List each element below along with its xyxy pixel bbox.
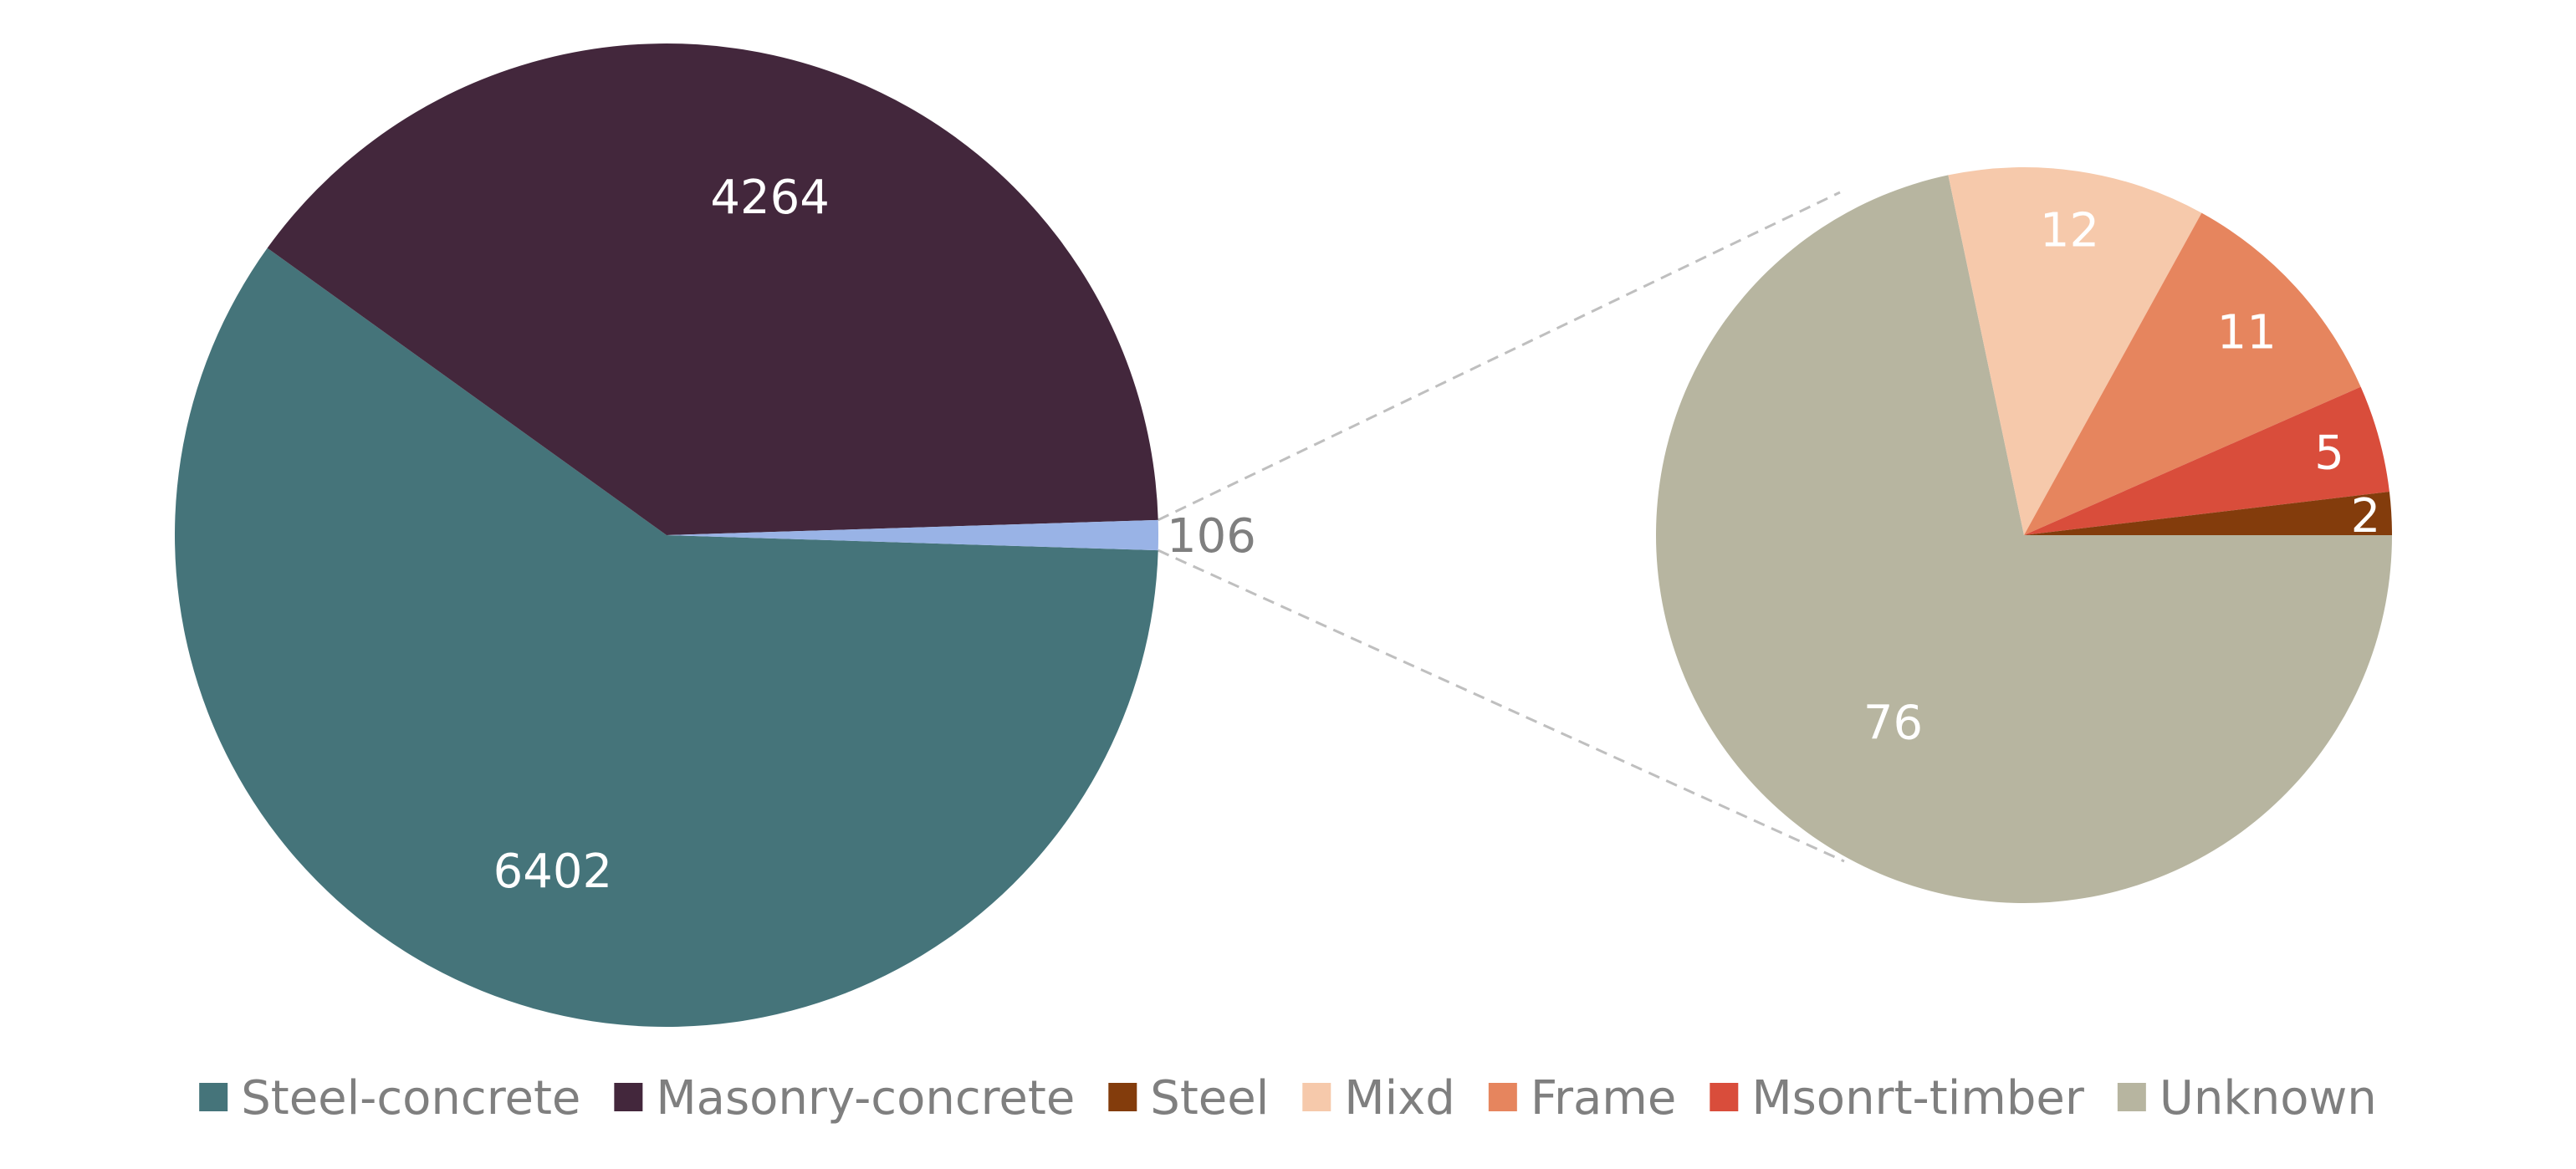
legend-swatch-steel-concrete: [199, 1083, 228, 1111]
legend-label-masonry-concrete: Masonry-concrete: [656, 1071, 1075, 1126]
secondary-label-frame: 11: [2217, 305, 2277, 360]
legend-label-steel: Steel: [1150, 1071, 1269, 1126]
main-pie: [174, 43, 1158, 1028]
main-slice-masonry-concrete: [267, 43, 1158, 535]
secondary-slice-msonrt-timber: [2024, 386, 2389, 535]
legend-label-frame: Frame: [1531, 1071, 1676, 1126]
secondary-pie: [1655, 166, 2392, 903]
legend-item-steel: Steel: [1108, 1071, 1269, 1126]
connector-lines: [1158, 191, 1845, 863]
legend-swatch-steel: [1108, 1083, 1137, 1111]
main-slice-steel-concrete: [174, 248, 1158, 1028]
secondary-label-steel: 2: [2351, 489, 2381, 544]
legend-item-steel-concrete: Steel-concrete: [199, 1071, 580, 1126]
legend-item-mixd: Mixd: [1302, 1071, 1455, 1126]
connector-line-bottom: [1158, 549, 1845, 863]
legend-label-steel-concrete: Steel-concrete: [241, 1071, 580, 1126]
data-labels: 6402 4264 106 76 12 11 52: [493, 171, 2381, 899]
secondary-label-mixd: 12: [2040, 203, 2099, 258]
legend-swatch-unknown: [2117, 1083, 2146, 1111]
connector-line-top: [1158, 191, 1841, 522]
legend-label-mixd: Mixd: [1344, 1071, 1455, 1126]
legend-swatch-masonry-concrete: [614, 1083, 643, 1111]
legend-label-unknown: Unknown: [2159, 1071, 2377, 1126]
main-label-steel-concrete: 6402: [493, 845, 613, 899]
secondary-label-unknown: 76: [1863, 696, 1923, 750]
secondary-slice-steel: [2024, 491, 2392, 535]
main-label-other: 106: [1167, 509, 1256, 564]
legend-item-masonry-concrete: Masonry-concrete: [614, 1071, 1075, 1126]
secondary-slice-frame: [2024, 212, 2361, 535]
legend: Steel-concrete Masonry-concrete Steel Mixd F…: [199, 1071, 2377, 1126]
secondary-slice-unknown: [1655, 175, 2392, 903]
secondary-slice-mixd: [1948, 166, 2202, 535]
legend-item-msonrt-timber: Msonrt-timber: [1710, 1071, 2085, 1126]
legend-swatch-msonrt-timber: [1710, 1083, 1739, 1111]
main-slice-other: [667, 519, 1158, 551]
legend-swatch-mixd: [1302, 1083, 1331, 1111]
legend-item-unknown: Unknown: [2117, 1071, 2377, 1126]
secondary-label-msonrt-timber: 5: [2314, 426, 2344, 480]
legend-item-frame: Frame: [1488, 1071, 1676, 1126]
legend-label-msonrt-timber: Msonrt-timber: [1751, 1071, 2085, 1126]
legend-swatch-frame: [1488, 1083, 1517, 1111]
main-label-masonry-concrete: 4264: [710, 171, 830, 225]
